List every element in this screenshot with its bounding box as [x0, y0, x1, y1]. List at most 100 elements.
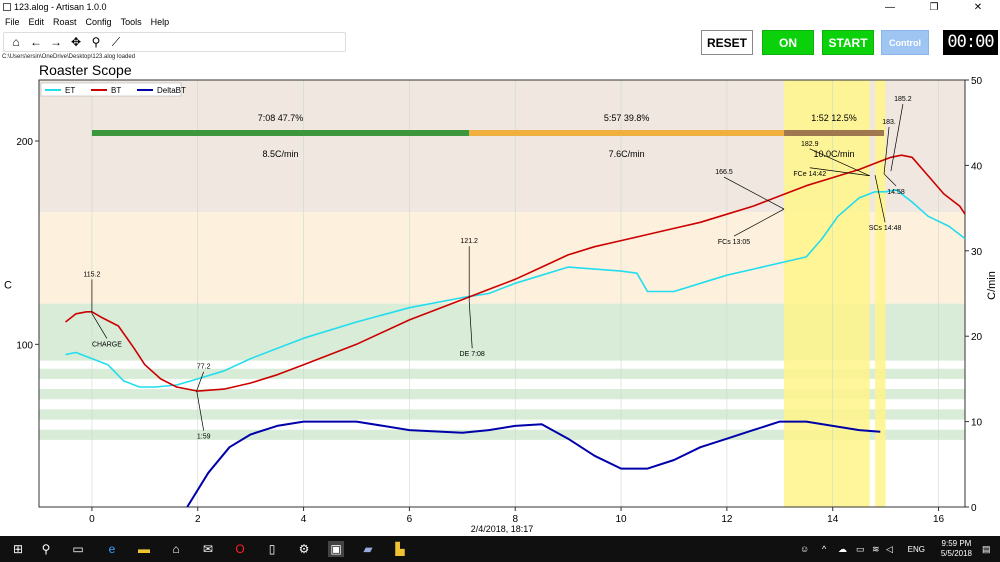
annotation-0: 115.2	[83, 271, 100, 278]
band-stripe-1	[39, 389, 965, 400]
reset-button[interactable]: RESET	[701, 30, 753, 55]
phase-bar-1	[469, 130, 785, 136]
x-tick-label-0: 0	[89, 514, 95, 525]
development-zone	[784, 80, 870, 507]
annotation-line-5	[468, 301, 473, 349]
windows-start-icon[interactable]: ⊞	[12, 542, 24, 556]
opera-icon[interactable]: O	[235, 542, 245, 556]
annotation-line-6	[723, 176, 785, 210]
phase-time-2: 1:52 12.5%	[811, 113, 857, 123]
annotation-6: 166.5	[715, 169, 733, 176]
annotation-line-12	[890, 104, 904, 172]
volume-icon[interactable]: ◁	[886, 544, 893, 554]
annotation-4: 121.2	[460, 238, 478, 245]
band-stripe-2	[39, 409, 965, 420]
annotation-2: 77.2	[197, 364, 211, 371]
legend-label-deltabt: DeltaBT	[157, 86, 186, 95]
taskbar-clock[interactable]: 9:59 PM 5/5/2018	[941, 539, 972, 559]
phase-rate-2: 10.0C/min	[814, 149, 855, 159]
y2-tick-label-0: 0	[971, 503, 977, 514]
y-tick-label-100: 100	[16, 340, 33, 351]
annotation-5: DE 7:08	[460, 351, 485, 358]
artisan-app-icon[interactable]: ▣	[328, 541, 344, 557]
y-tick-label-200: 200	[16, 137, 33, 148]
zoom-icon[interactable]: ⚲	[91, 35, 101, 49]
y2-tick-label-50: 50	[971, 76, 983, 87]
folder-app-icon[interactable]: ▙	[395, 542, 405, 556]
home-icon[interactable]: ⌂	[12, 35, 20, 49]
app-icon-blue[interactable]: ▰	[363, 542, 373, 556]
store-icon[interactable]: ⌂	[172, 542, 180, 556]
clock-time: 9:59 PM	[941, 539, 972, 548]
annotation-line-3	[196, 390, 205, 431]
phase-time-1: 5:57 39.8%	[604, 113, 650, 123]
y2-tick-label-20: 20	[971, 332, 983, 343]
network-icon[interactable]: ▭	[856, 544, 865, 554]
x-tick-label-6: 6	[407, 514, 413, 525]
window-controls: — ❐ ✕	[868, 0, 1000, 15]
people-icon[interactable]: ☺	[800, 544, 810, 554]
clock-date: 5/5/2018	[940, 549, 972, 558]
on-button[interactable]: ON	[762, 30, 814, 55]
y2-axis-label: C/min	[986, 271, 998, 300]
task-view-icon[interactable]: ▭	[72, 542, 84, 556]
navigation-toolbar: ⌂ ← → ✥ ⚲ ⟋	[3, 32, 346, 52]
chevron-up-icon[interactable]: ^	[822, 544, 827, 554]
annotation-1: CHARGE	[92, 341, 122, 348]
chart-line-icon[interactable]: ⟋	[111, 35, 121, 49]
timer-display: 00:00	[943, 30, 998, 55]
wifi-icon[interactable]: ≋	[872, 544, 880, 554]
menu-help[interactable]: Help	[150, 17, 170, 27]
menu-edit[interactable]: Edit	[28, 17, 45, 27]
second-crack-zone	[875, 80, 886, 507]
x-tick-label-8: 8	[512, 514, 518, 525]
menu-tools[interactable]: Tools	[120, 17, 142, 27]
series-bt	[65, 154, 966, 392]
start-button[interactable]: START	[822, 30, 874, 55]
windows-taskbar: ⊞ ⚲ ▭ e ▬ ⌂ ✉ O ▯ ⚙ ▣ ▰ ▙ ☺ ^ ☁ ▭ ≋ ◁ EN…	[0, 536, 1000, 562]
menu-roast[interactable]: Roast	[53, 17, 77, 27]
notifications-icon[interactable]: ▤	[982, 544, 991, 554]
annotation-line-7	[733, 208, 785, 237]
band-stripe-0	[39, 368, 965, 379]
control-button[interactable]: Control	[881, 30, 929, 55]
annotation-10: 183.	[882, 119, 896, 126]
cloud-icon[interactable]: ☁	[838, 544, 847, 554]
series-et	[65, 189, 966, 388]
menu-config[interactable]: Config	[85, 17, 112, 27]
close-button[interactable]: ✕	[973, 2, 983, 13]
y2-tick-label-10: 10	[971, 418, 983, 429]
file-explorer-icon[interactable]: ▬	[138, 542, 150, 556]
app-icon	[3, 3, 11, 11]
x-tick-label-10: 10	[615, 514, 627, 525]
y-axis-label: C	[4, 280, 12, 292]
minimize-button[interactable]: —	[885, 2, 895, 13]
annotation-11: 14:58	[887, 189, 905, 196]
annotation-line-9	[809, 148, 870, 177]
x-tick-label-12: 12	[721, 514, 733, 525]
x-tick-label-16: 16	[933, 514, 945, 525]
phase-bar-2	[784, 130, 885, 136]
band-stripe-3	[39, 429, 965, 440]
annotation-3: 1:59	[197, 434, 211, 441]
mail-icon[interactable]: ✉	[202, 542, 214, 556]
maximize-button[interactable]: ❐	[929, 2, 939, 13]
annotation-line-8	[809, 167, 870, 177]
settings-gear-icon[interactable]: ⚙	[298, 542, 310, 556]
x-tick-label-2: 2	[195, 514, 201, 525]
menu-file[interactable]: File	[5, 17, 20, 27]
pan-icon[interactable]: ✥	[70, 35, 82, 49]
edge-browser-icon[interactable]: e	[108, 542, 116, 556]
annotation-12: 185.2	[894, 96, 912, 103]
search-icon[interactable]: ⚲	[41, 542, 51, 556]
back-arrow-icon[interactable]: ←	[30, 35, 42, 49]
legend-label-et: ET	[65, 86, 75, 95]
phase-rate-0: 8.5C/min	[263, 149, 299, 159]
scope-title: Roaster Scope	[39, 62, 132, 78]
forward-arrow-icon[interactable]: →	[50, 35, 62, 49]
document-icon[interactable]: ▯	[268, 542, 276, 556]
phase-bar-0	[91, 130, 470, 136]
language-indicator[interactable]: ENG	[907, 545, 925, 554]
annotation-7: FCs 13:05	[718, 239, 750, 246]
